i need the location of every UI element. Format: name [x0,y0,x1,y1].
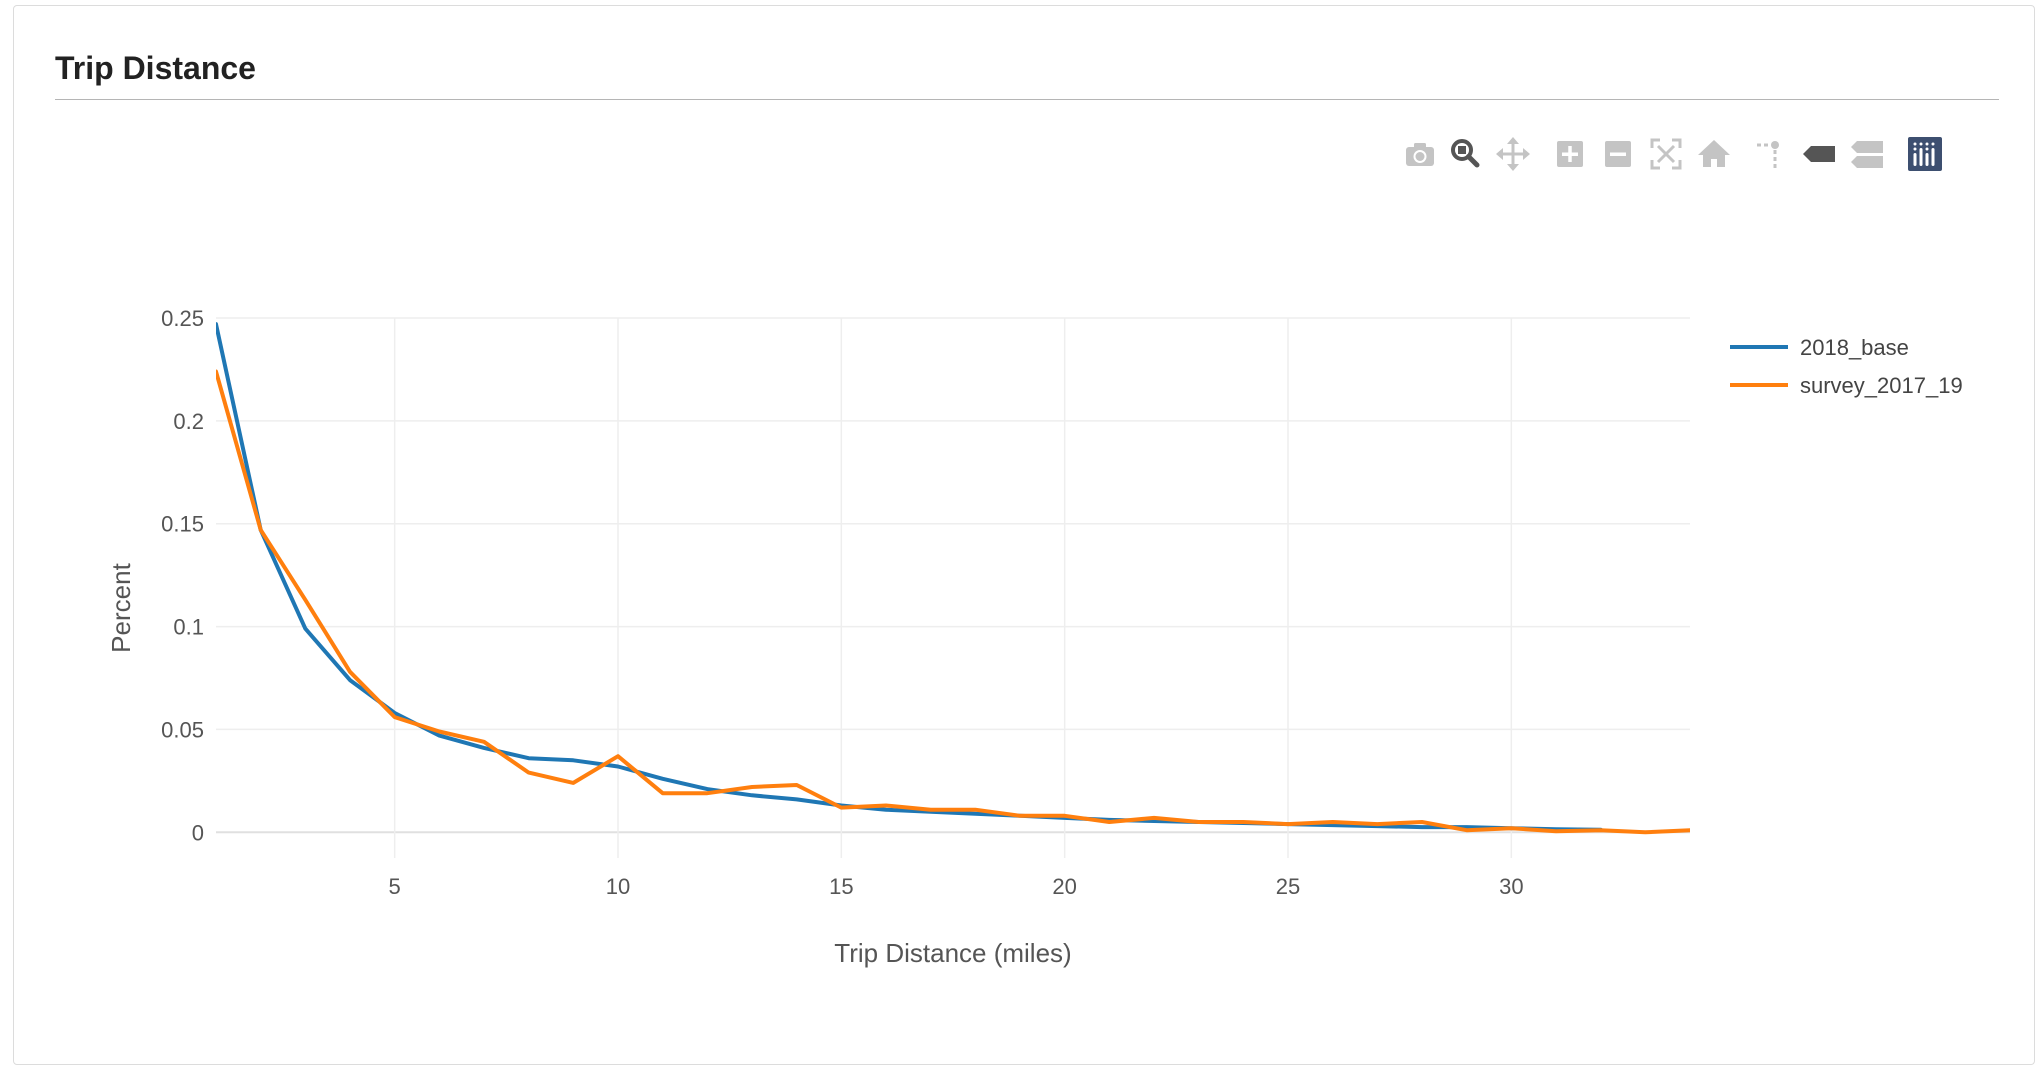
hover-compare-button[interactable] [1847,134,1887,174]
title-divider [55,99,1999,100]
legend-item[interactable]: 2018_base [1730,335,1909,360]
zoom-icon [1451,139,1480,168]
pan-icon [1496,137,1530,171]
x-tick-label: 10 [606,874,630,899]
zoom-out-button[interactable] [1598,134,1638,174]
zoom-button[interactable] [1445,134,1485,174]
home-icon [1698,140,1730,167]
grid-lines [216,317,1690,858]
x-tick-label: 25 [1276,874,1300,899]
minus-square-icon [1605,141,1631,167]
plotly-logo-button[interactable] [1905,134,1945,174]
legend-label: 2018_base [1800,335,1909,360]
hover-compare-icon [1851,141,1883,168]
pan-button[interactable] [1493,134,1533,174]
y-tick-label: 0 [192,820,204,845]
snapshot-button[interactable] [1400,134,1440,174]
x-tick-label: 30 [1499,874,1523,899]
y-tick-label: 0.2 [173,409,204,434]
plus-square-icon [1557,141,1583,167]
plotly-logo-icon [1908,137,1942,171]
x-tick-label: 15 [829,874,853,899]
legend-item[interactable]: survey_2017_19 [1730,373,1963,398]
series-line-survey_2017_19[interactable] [216,369,1690,835]
series-lines [216,322,1690,835]
zoom-in-button[interactable] [1550,134,1590,174]
y-tick-label: 0.1 [173,615,204,640]
y-axis-title: Percent [106,562,136,652]
hover-closest-icon [1803,146,1835,162]
autoscale-icon [1650,138,1682,170]
y-tick-label: 0.25 [161,306,204,331]
tick-labels: 0 0.05 0.1 0.15 0.2 0.25 5 10 15 20 25 30 [161,306,1523,899]
panel-title: Trip Distance [55,50,256,86]
hover-closest-button[interactable] [1799,134,1839,174]
y-tick-label: 0.15 [161,512,204,537]
spike-lines-button[interactable] [1751,134,1791,174]
x-tick-label: 5 [389,874,401,899]
autoscale-button[interactable] [1646,134,1686,174]
spike-lines-icon [1757,141,1779,168]
plot-modebar [1400,134,2000,174]
reset-axes-button[interactable] [1694,134,1734,174]
plot-area[interactable] [216,318,1690,858]
x-tick-label: 20 [1052,874,1076,899]
legend-label: survey_2017_19 [1800,373,1963,398]
legend: 2018_base survey_2017_19 [1730,335,1963,398]
series-line-2018_base[interactable] [216,322,1603,832]
x-axis-title: Trip Distance (miles) [834,938,1071,968]
camera-icon [1406,143,1434,166]
y-tick-label: 0.05 [161,717,204,742]
